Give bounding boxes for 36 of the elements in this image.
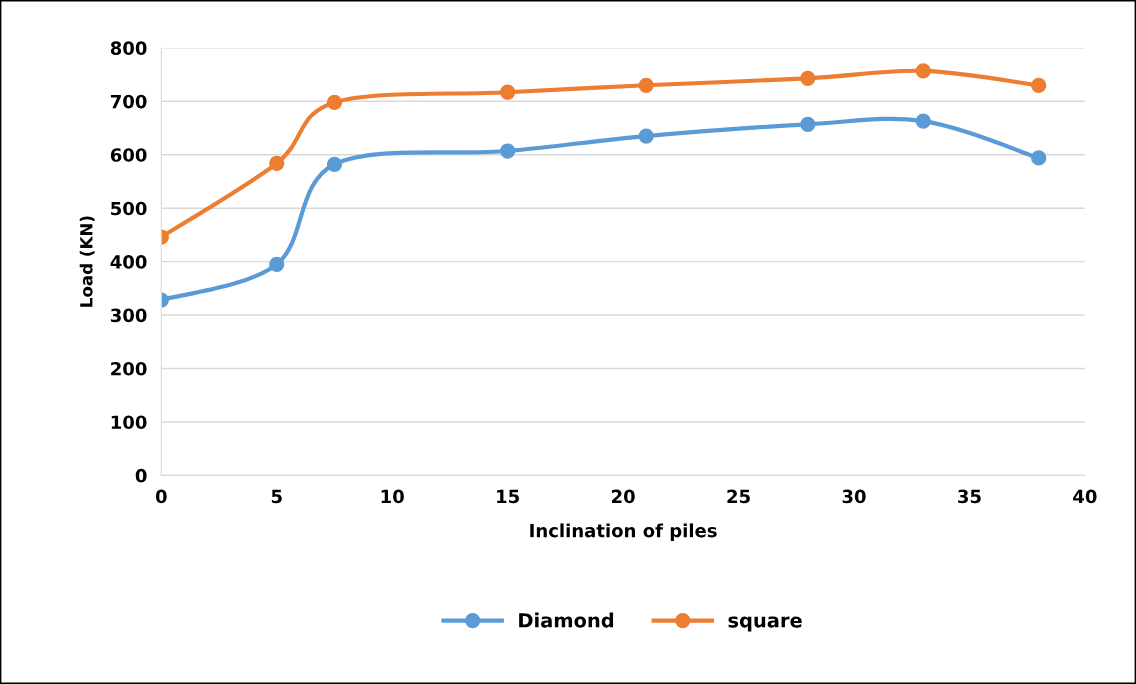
- point: [800, 70, 816, 86]
- y-tick-label: 600: [110, 148, 147, 162]
- x-tick-label: 25: [727, 489, 750, 504]
- point: [638, 128, 654, 144]
- y-tick-label: 500: [111, 201, 147, 216]
- point: [500, 143, 516, 159]
- y-axis-title: Load (KN): [79, 216, 95, 307]
- y-tick-label: 300: [110, 308, 147, 323]
- point: [915, 113, 931, 129]
- point: [1031, 77, 1047, 93]
- y-tick-label: 200: [111, 361, 147, 376]
- x-tick-label: 10: [381, 489, 404, 504]
- y-tick-label: 700: [110, 94, 147, 109]
- point: [915, 63, 931, 79]
- x-tick-label: 20: [611, 489, 635, 504]
- y-tick-label: 400: [110, 255, 147, 269]
- point: [326, 156, 343, 173]
- point: [326, 94, 343, 111]
- x-tick-label: 0: [155, 489, 167, 504]
- x-tick-label: 40: [1073, 489, 1097, 504]
- point: [800, 116, 816, 132]
- x-tick-label: 35: [958, 489, 981, 504]
- point: [269, 155, 285, 171]
- x-tick-label: 30: [842, 489, 866, 504]
- legend-label: square: [728, 616, 802, 632]
- y-tick-label: 100: [111, 415, 147, 430]
- x-tick-label: 5: [271, 489, 282, 504]
- y-tick-label: 800: [110, 41, 147, 55]
- point: [638, 77, 654, 93]
- point: [1031, 150, 1047, 166]
- x-tick-label: 15: [497, 489, 519, 504]
- legend-label: Diamond: [519, 612, 614, 628]
- y-tick-label: 0: [135, 468, 147, 483]
- x-axis-title: Inclination of piles: [530, 523, 717, 541]
- point: [269, 256, 285, 272]
- point: [500, 84, 516, 100]
